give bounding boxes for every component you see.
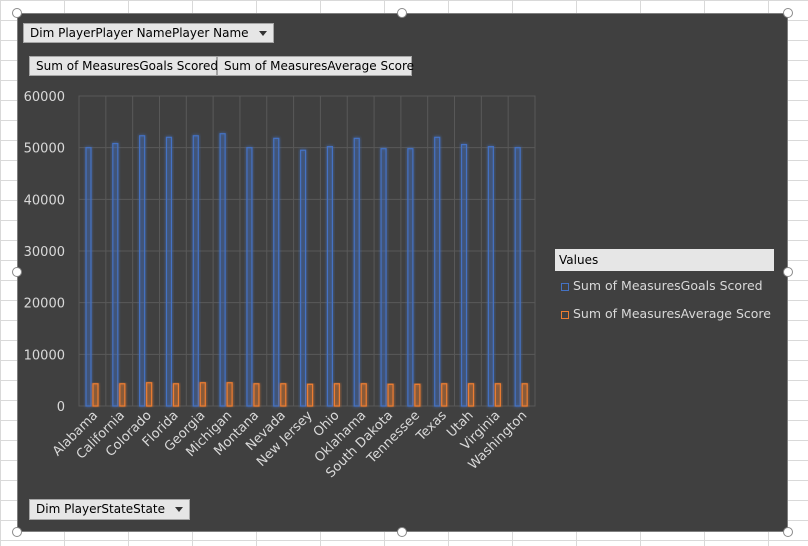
bar-goals-scored[interactable] (407, 148, 414, 407)
goals-scored-value-button[interactable]: Sum of MeasuresGoals Scored (29, 56, 218, 76)
bar-average-score[interactable] (360, 383, 367, 407)
average-score-value-label: Sum of MeasuresAverage Score (224, 59, 415, 73)
legend-swatch-icon (561, 283, 569, 291)
bar-goals-scored[interactable] (487, 146, 494, 407)
resize-handle-left[interactable] (12, 267, 22, 277)
dropdown-arrow-icon[interactable] (258, 31, 267, 36)
resize-handle-bottom-left[interactable] (12, 527, 22, 537)
resize-handle-bottom[interactable] (397, 527, 407, 537)
bar-average-score[interactable] (199, 382, 206, 407)
bar-goals-scored[interactable] (85, 147, 92, 407)
legend-item-average-score[interactable]: Sum of MeasuresAverage Score (561, 306, 771, 321)
bar-goals-scored[interactable] (326, 146, 334, 407)
bar-goals-scored[interactable] (192, 135, 199, 407)
bar-average-score[interactable] (387, 383, 394, 407)
bar-goals-scored[interactable] (273, 137, 280, 407)
y-tick-label: 0 (57, 400, 65, 415)
bar-average-score[interactable] (494, 383, 501, 407)
bar-goals-scored[interactable] (514, 147, 521, 407)
bar-goals-scored[interactable] (219, 133, 226, 407)
y-tick-label: 20000 (24, 297, 65, 312)
average-score-value-button[interactable]: Sum of MeasuresAverage Score (217, 56, 415, 76)
bar-average-score[interactable] (414, 383, 421, 407)
legend-title: Values (555, 249, 774, 271)
legend-swatch-icon (561, 311, 569, 319)
dropdown-arrow-icon[interactable] (174, 507, 183, 512)
resize-handle-bottom-right[interactable] (783, 527, 793, 537)
bar-average-score[interactable] (172, 383, 180, 407)
x-tick-label: Texas (413, 408, 450, 445)
player-name-filter-button[interactable]: Dim PlayerPlayer NamePlayer Name (23, 23, 274, 43)
goals-scored-value-label: Sum of MeasuresGoals Scored (36, 59, 218, 73)
state-axis-label: Dim PlayerStateState (36, 502, 165, 516)
bar-goals-scored[interactable] (246, 147, 253, 407)
bar-average-score[interactable] (226, 382, 233, 407)
chart-area[interactable] (17, 13, 788, 532)
legend-item-goals-scored[interactable]: Sum of MeasuresGoals Scored (561, 278, 763, 293)
player-name-filter-label: Dim PlayerPlayer NamePlayer Name (30, 26, 249, 40)
bar-average-score[interactable] (441, 383, 448, 407)
bar-average-score[interactable] (146, 382, 153, 407)
resize-handle-right[interactable] (783, 267, 793, 277)
y-tick-label: 60000 (24, 90, 65, 105)
bar-goals-scored[interactable] (434, 136, 441, 407)
bar-goals-scored[interactable] (460, 143, 468, 407)
bar-goals-scored[interactable] (139, 135, 146, 407)
legend-label-goals-scored: Sum of MeasuresGoals Scored (573, 278, 763, 293)
bar-average-score[interactable] (521, 383, 528, 407)
resize-handle-top-left[interactable] (12, 8, 22, 18)
bar-average-score[interactable] (253, 383, 260, 407)
state-axis-button[interactable]: Dim PlayerStateState (29, 499, 190, 520)
bar-goals-scored[interactable] (299, 149, 307, 407)
bar-goals-scored[interactable] (353, 137, 360, 407)
bar-goals-scored[interactable] (380, 148, 387, 407)
bar-average-score[interactable] (467, 383, 475, 407)
bar-average-score[interactable] (306, 383, 314, 407)
resize-handle-top[interactable] (397, 8, 407, 18)
bar-average-score[interactable] (333, 383, 341, 407)
bar-average-score[interactable] (92, 383, 99, 407)
y-tick-label: 50000 (24, 142, 65, 157)
bar-goals-scored[interactable] (112, 142, 119, 407)
resize-handle-top-right[interactable] (783, 8, 793, 18)
y-tick-label: 30000 (24, 245, 65, 260)
y-tick-label: 10000 (24, 348, 65, 363)
legend-label-average-score: Sum of MeasuresAverage Score (573, 306, 771, 321)
bar-average-score[interactable] (119, 383, 126, 407)
bar-average-score[interactable] (280, 383, 287, 407)
y-tick-label: 40000 (24, 193, 65, 208)
bar-goals-scored[interactable] (165, 136, 173, 407)
